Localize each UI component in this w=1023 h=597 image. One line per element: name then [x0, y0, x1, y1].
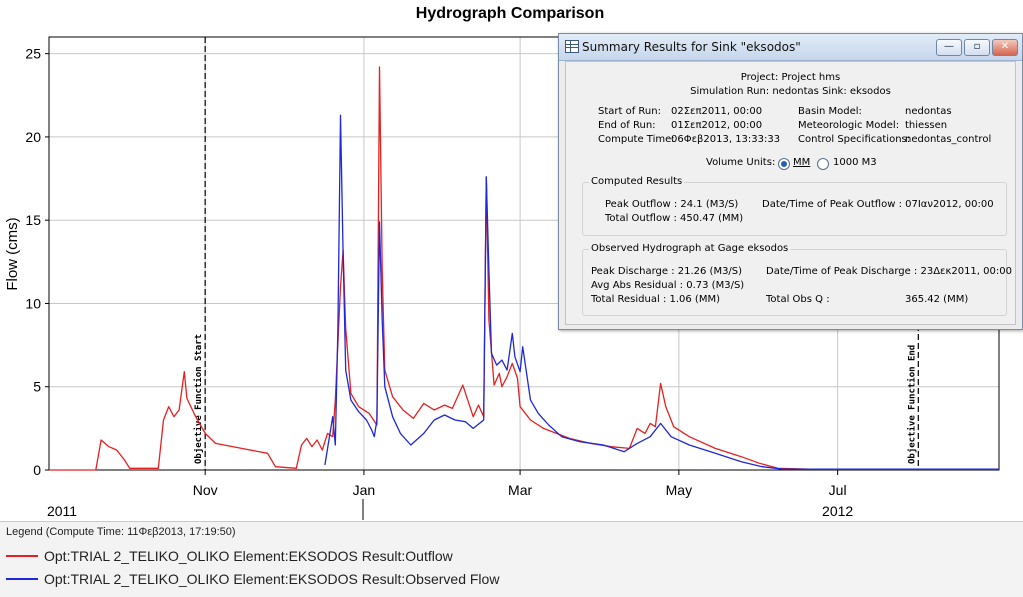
peak-outflow: Peak Outflow : 24.1 (M3/S) — [605, 199, 739, 210]
y-tick-label: 20 — [25, 129, 41, 145]
observed-hydrograph-title: Observed Hydrograph at Gage eksodos — [589, 243, 791, 254]
legend-item-outflow: Opt:TRIAL 2_TELIKO_OLIKO Element:EKSODOS… — [6, 547, 453, 565]
meteorologic-model-label: Meteorologic Model: — [798, 120, 900, 131]
total-residual: Total Residual : 1.06 (MM) — [591, 294, 720, 305]
y-tick-label: 10 — [25, 295, 41, 311]
end-of-run-label: End of Run: — [598, 120, 656, 131]
total-obs-q-value: 365.42 (MM) — [905, 294, 969, 305]
observed-hydrograph-group: Observed Hydrograph at Gage eksodos Peak… — [582, 243, 1012, 316]
volume-units-1000m3-label[interactable]: 1000 M3 — [833, 157, 877, 168]
legend-label-observed: Opt:TRIAL 2_TELIKO_OLIKO Element:EKSODOS… — [44, 571, 500, 587]
computed-results-group: Computed Results Peak Outflow : 24.1 (M3… — [582, 176, 1007, 236]
series-line-outflow — [49, 66, 999, 471]
dialog-title: Summary Results for Sink "eksodos" — [582, 40, 801, 54]
year-label: 2011 — [47, 503, 77, 519]
x-tick-label: May — [666, 482, 692, 498]
legend-panel: Legend (Compute Time: 11Φεβ2013, 17:19:5… — [0, 521, 1023, 597]
maximize-button[interactable]: ▫ — [964, 39, 990, 56]
simulation-run-label: Simulation Run: nedontas Sink: eksodos — [690, 86, 891, 97]
volume-units-mm-radio[interactable] — [778, 158, 790, 170]
volume-units-label: Volume Units: — [706, 157, 776, 168]
legend-swatch-observed — [6, 578, 38, 580]
peak-discharge: Peak Discharge : 21.26 (M3/S) — [591, 266, 743, 277]
y-axis-label: Flow (cms) — [4, 217, 21, 290]
total-outflow: Total Outflow : 450.47 (MM) — [605, 213, 744, 224]
end-of-run-value: 01Σεπ2012, 00:00 — [671, 120, 763, 131]
x-tick-label: Nov — [193, 482, 218, 498]
legend-title: Legend (Compute Time: 11Φεβ2013, 17:19:5… — [6, 526, 236, 538]
y-tick-label: 25 — [25, 46, 41, 62]
basin-model-label: Basin Model: — [798, 106, 862, 117]
chart-title: Hydrograph Comparison — [416, 5, 604, 22]
volume-units-1000m3-radio[interactable] — [817, 158, 829, 170]
x-tick-label: Mar — [508, 482, 532, 498]
start-of-run-label: Start of Run: — [598, 106, 661, 117]
x-tick-label: Jan — [353, 482, 376, 498]
y-tick-label: 5 — [33, 379, 41, 395]
objective-marker-label: Objective Function Start — [193, 334, 204, 464]
control-spec-label: Control Specifications: — [798, 134, 911, 145]
series-line-observed — [324, 114, 999, 470]
start-of-run-value: 02Σεπ2011, 00:00 — [671, 106, 763, 117]
objective-marker-label: Objective Function End — [906, 345, 917, 464]
dialog-titlebar[interactable]: Summary Results for Sink "eksodos" — ▫ ✕ — [559, 34, 1022, 61]
minimize-button[interactable]: — — [936, 39, 962, 56]
legend-item-observed: Opt:TRIAL 2_TELIKO_OLIKO Element:EKSODOS… — [6, 570, 499, 588]
year-label: 2012 — [822, 503, 853, 519]
compute-time-label: Compute Time: — [598, 134, 675, 145]
series-lines — [49, 66, 999, 471]
x-tick-label: Jul — [829, 482, 847, 498]
basin-model-value: nedontas — [905, 106, 952, 117]
y-tick-label: 0 — [33, 462, 41, 478]
peak-outflow-time: Date/Time of Peak Outflow : 07Ιαν2012, 0… — [762, 199, 994, 210]
volume-units-mm-label[interactable]: MM — [793, 157, 811, 168]
x-axis-ticks: Nov Jan Mar May Jul 2011 2012 — [47, 470, 853, 519]
y-tick-label: 15 — [25, 212, 41, 228]
total-obs-q-label: Total Obs Q : — [766, 294, 830, 305]
close-button[interactable]: ✕ — [992, 39, 1018, 56]
y-axis-ticks: 0 5 10 15 20 25 — [25, 46, 49, 478]
legend-label-outflow: Opt:TRIAL 2_TELIKO_OLIKO Element:EKSODOS… — [44, 548, 453, 564]
project-label: Project: Project hms — [740, 72, 841, 83]
avg-abs-residual: Avg Abs Residual : 0.73 (M3/S) — [591, 280, 745, 291]
peak-discharge-time: Date/Time of Peak Discharge : 23Δεκ2011,… — [766, 266, 1012, 277]
compute-time-value: 06Φεβ2013, 13:33:33 — [671, 134, 781, 145]
control-spec-value: nedontas_control — [905, 134, 992, 145]
dialog-body: Project: Project hms Simulation Run: ned… — [565, 61, 1016, 325]
summary-results-dialog[interactable]: Summary Results for Sink "eksodos" — ▫ ✕… — [558, 33, 1023, 330]
legend-swatch-outflow — [6, 555, 38, 557]
table-icon — [565, 40, 579, 53]
meteorologic-model-value: thiessen — [905, 120, 948, 131]
computed-results-title: Computed Results — [589, 176, 685, 187]
